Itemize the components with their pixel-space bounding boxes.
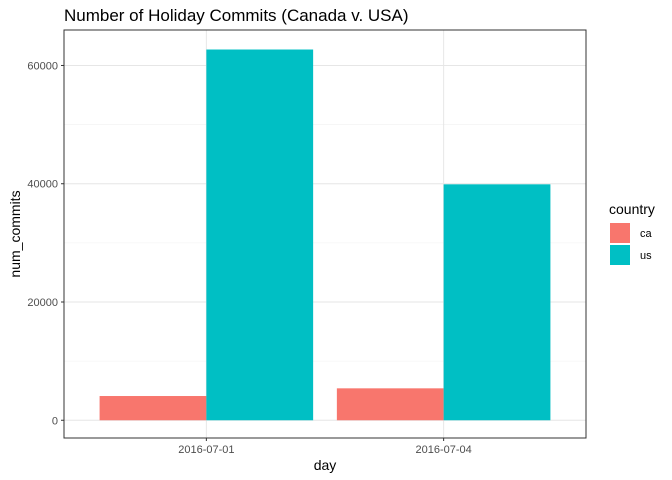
legend-key-ca (610, 223, 630, 243)
legend-title: country (609, 201, 655, 217)
chart-title: Number of Holiday Commits (Canada v. USA… (64, 6, 409, 25)
legend-label-us: us (640, 250, 652, 262)
legend-key-us (610, 245, 630, 265)
bars (99, 49, 551, 421)
bar-us-2016-07-04 (443, 184, 551, 421)
x-axis: 2016-07-01 2016-07-04 (178, 438, 472, 456)
y-axis: 0 20000 40000 60000 (27, 60, 64, 427)
legend: country ca us (609, 201, 655, 265)
legend-items: ca us (610, 223, 653, 265)
x-tick-label: 2016-07-04 (415, 444, 471, 456)
bar-ca-2016-07-04 (336, 388, 444, 421)
y-tick-label: 0 (52, 415, 58, 427)
y-axis-title: num_commits (7, 190, 23, 277)
plot-border (63, 29, 587, 439)
bar-us-2016-07-01 (206, 49, 314, 421)
y-tick-label: 40000 (27, 179, 58, 191)
x-tick-label: 2016-07-01 (178, 444, 234, 456)
bar-ca-2016-07-01 (99, 396, 207, 421)
x-axis-title: day (314, 457, 337, 473)
y-tick-label: 20000 (27, 297, 58, 309)
y-tick-label: 60000 (27, 60, 58, 72)
legend-label-ca: ca (640, 228, 653, 240)
